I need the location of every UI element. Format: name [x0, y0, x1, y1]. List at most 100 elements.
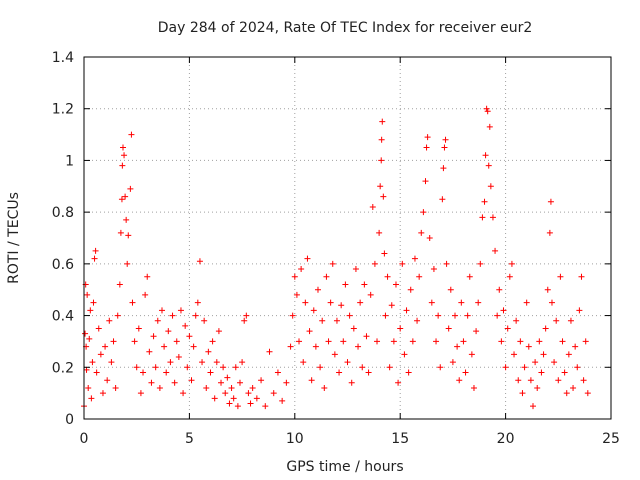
data-point — [84, 291, 91, 298]
data-point — [283, 379, 290, 386]
data-point — [546, 229, 553, 236]
data-point — [340, 338, 347, 345]
data-point — [114, 312, 121, 319]
data-point — [287, 343, 294, 350]
data-point — [173, 338, 180, 345]
data-point — [203, 384, 210, 391]
data-point — [567, 317, 574, 324]
data-point — [487, 183, 494, 190]
data-point — [312, 343, 319, 350]
data-point — [163, 369, 170, 376]
data-point — [137, 390, 144, 397]
data-point — [220, 364, 227, 371]
data-point — [456, 377, 463, 384]
data-point — [91, 255, 98, 262]
data-point — [504, 325, 511, 332]
data-point — [548, 299, 555, 306]
data-point — [211, 395, 218, 402]
data-point — [190, 343, 197, 350]
data-point — [525, 343, 532, 350]
data-point — [119, 162, 126, 169]
data-point — [129, 299, 136, 306]
data-point — [169, 312, 176, 319]
data-point — [150, 333, 157, 340]
data-point — [426, 235, 433, 241]
data-point — [336, 369, 343, 376]
data-point — [180, 390, 187, 397]
data-point — [167, 359, 174, 366]
data-point — [291, 273, 298, 280]
data-point — [161, 343, 168, 350]
data-point — [123, 216, 130, 223]
data-point — [536, 338, 543, 345]
data-point — [401, 351, 408, 358]
data-point — [397, 325, 404, 332]
data-point — [119, 144, 126, 151]
data-point — [298, 266, 305, 273]
data-point — [232, 364, 239, 371]
data-point — [376, 229, 383, 236]
data-point — [380, 193, 387, 200]
data-point — [355, 343, 362, 350]
x-axis-label: GPS time / hours — [286, 459, 403, 475]
data-point — [247, 400, 254, 407]
data-point — [177, 307, 184, 314]
data-point — [399, 260, 406, 267]
data-point — [226, 400, 233, 407]
data-point — [423, 144, 430, 151]
data-point — [485, 162, 492, 169]
data-point — [511, 351, 518, 358]
data-point — [443, 260, 450, 267]
data-point — [540, 351, 547, 358]
data-point — [559, 338, 566, 345]
data-point — [439, 196, 446, 203]
data-point — [148, 379, 155, 386]
data-point — [314, 286, 321, 293]
data-point — [502, 364, 509, 371]
y-axis-label: ROTI / TECUs — [6, 192, 22, 284]
data-point — [572, 343, 579, 350]
data-point — [207, 369, 214, 376]
data-point — [102, 343, 109, 350]
data-point — [561, 369, 568, 376]
data-point — [464, 312, 471, 319]
data-point — [542, 325, 549, 332]
data-point — [142, 291, 149, 298]
data-point — [496, 286, 503, 293]
data-point — [462, 369, 469, 376]
data-point — [106, 317, 113, 324]
data-point — [342, 281, 349, 288]
data-point — [86, 335, 93, 342]
data-point — [249, 384, 256, 391]
data-point — [196, 258, 203, 265]
data-point — [409, 338, 416, 345]
data-point — [140, 369, 147, 376]
data-point — [422, 178, 429, 185]
data-point — [565, 351, 572, 358]
data-point — [245, 390, 252, 397]
data-point — [154, 317, 161, 324]
data-point — [486, 123, 493, 130]
chart-title: Day 284 of 2024, Rate Of TEC Index for r… — [158, 20, 533, 36]
data-point — [407, 286, 414, 293]
data-point — [392, 281, 399, 288]
data-point — [131, 338, 138, 345]
data-point — [146, 348, 153, 355]
axis-ticks — [83, 56, 612, 420]
data-point — [186, 333, 193, 340]
data-point — [243, 312, 250, 319]
data-point — [194, 299, 201, 306]
data-point — [484, 108, 491, 115]
data-point — [381, 250, 388, 257]
data-point — [199, 359, 206, 366]
data-point — [519, 390, 526, 397]
data-point — [377, 183, 384, 190]
data-point — [266, 348, 273, 355]
data-point — [346, 312, 353, 319]
data-point — [104, 377, 111, 384]
data-point — [205, 348, 212, 355]
data-point — [95, 325, 102, 332]
x-tick-labels: 0 5 10 15 20 25 — [80, 431, 620, 447]
data-point — [165, 328, 172, 335]
data-point — [492, 247, 499, 254]
